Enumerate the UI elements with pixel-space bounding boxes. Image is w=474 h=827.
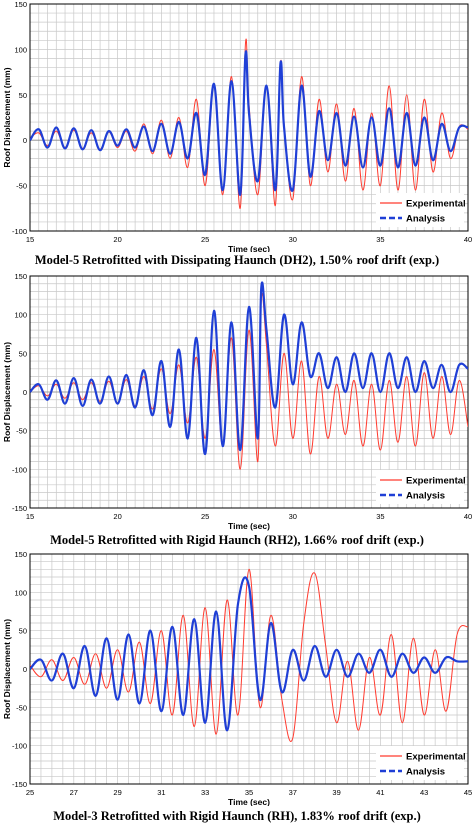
y-tick-label: 100 bbox=[14, 311, 27, 320]
x-tick-label: 41 bbox=[376, 788, 384, 797]
x-tick-label: 20 bbox=[113, 512, 121, 521]
x-tick-label: 29 bbox=[113, 788, 121, 797]
legend-experimental-label: Experimental bbox=[406, 752, 466, 763]
chart-3-caption: Model-3 Retrofitted with Rigid Haunch (R… bbox=[53, 809, 421, 823]
y-tick-label: 0 bbox=[23, 136, 27, 145]
x-tick-label: 20 bbox=[113, 235, 121, 244]
x-tick-label: 30 bbox=[289, 235, 297, 244]
x-tick-label: 43 bbox=[420, 788, 428, 797]
y-tick-label: 100 bbox=[14, 45, 27, 54]
x-tick-label: 40 bbox=[464, 235, 472, 244]
x-tick-label: 15 bbox=[26, 235, 34, 244]
x-tick-label: 30 bbox=[289, 512, 297, 521]
x-tick-label: 39 bbox=[332, 788, 340, 797]
x-tick-label: 45 bbox=[464, 788, 472, 797]
legend-analysis-label: Analysis bbox=[406, 491, 445, 502]
chart-1-caption: Model-5 Retrofitted with Dissipating Hau… bbox=[34, 253, 440, 267]
x-tick-label: 31 bbox=[157, 788, 165, 797]
y-axis-label: Roof Displacement (mm) bbox=[2, 67, 12, 167]
legend-experimental-label: Experimental bbox=[406, 476, 466, 487]
experimental-series-line bbox=[30, 568, 468, 742]
analysis-series-line bbox=[30, 576, 468, 732]
y-tick-label: -50 bbox=[16, 703, 27, 712]
chart-panel-3: 150 100 50 0 -50 -100 -150 25 27 29 31 33 35 37 39 41 43… bbox=[0, 550, 474, 827]
x-tick-label: 25 bbox=[201, 235, 209, 244]
analysis-series-line bbox=[30, 281, 468, 456]
chart-panel-1: 150 100 50 0 -50 -100 15 20 25 30 35 40 Time (sec) Ro… bbox=[0, 0, 474, 272]
experimental-series-line bbox=[30, 38, 468, 209]
y-tick-label: 50 bbox=[19, 627, 27, 636]
x-axis-label: Time (sec) bbox=[228, 244, 270, 252]
legend-analysis-label: Analysis bbox=[406, 214, 445, 225]
x-tick-label: 40 bbox=[464, 512, 472, 521]
x-tick-label: 35 bbox=[376, 235, 384, 244]
x-tick-label: 25 bbox=[26, 788, 34, 797]
y-axis-label: Roof Displacement (mm) bbox=[2, 342, 12, 442]
y-tick-label: -50 bbox=[16, 182, 27, 191]
y-tick-label: 150 bbox=[14, 272, 27, 281]
x-tick-label: 37 bbox=[289, 788, 297, 797]
x-axis-label: Time (sec) bbox=[228, 797, 270, 806]
chart-2-caption: Model-5 Retrofitted with Rigid Haunch (R… bbox=[50, 533, 424, 547]
legend-analysis-label: Analysis bbox=[406, 767, 445, 778]
y-tick-label: -50 bbox=[16, 427, 27, 436]
x-tick-label: 25 bbox=[201, 512, 209, 521]
analysis-series-line bbox=[30, 50, 468, 196]
x-tick-label: 15 bbox=[26, 512, 34, 521]
x-tick-label: 33 bbox=[201, 788, 209, 797]
x-tick-label: 35 bbox=[376, 512, 384, 521]
y-axis-label: Roof Displacement (mm) bbox=[2, 619, 12, 719]
y-tick-label: -100 bbox=[12, 227, 27, 236]
y-tick-label: -100 bbox=[12, 465, 27, 474]
y-tick-label: 50 bbox=[19, 91, 27, 100]
x-axis-label: Time (sec) bbox=[228, 521, 270, 531]
y-tick-label: 100 bbox=[14, 588, 27, 597]
plot-frame bbox=[29, 3, 469, 232]
x-tick-label: 35 bbox=[245, 788, 253, 797]
legend-box bbox=[376, 470, 464, 504]
y-tick-label: 0 bbox=[23, 388, 27, 397]
chart-panel-2: 150 100 50 0 -50 -100 -150 15 20 25 30 35 40 Time (se… bbox=[0, 272, 474, 550]
y-tick-label: -100 bbox=[12, 742, 27, 751]
legend-box bbox=[376, 746, 464, 780]
y-tick-label: -150 bbox=[12, 504, 27, 513]
y-tick-label: 0 bbox=[23, 665, 27, 674]
legend-box bbox=[376, 193, 464, 227]
y-tick-label: 150 bbox=[14, 550, 27, 559]
y-tick-label: 50 bbox=[19, 349, 27, 358]
y-tick-label: -150 bbox=[12, 780, 27, 789]
x-tick-label: 27 bbox=[70, 788, 78, 797]
legend-experimental-label: Experimental bbox=[406, 199, 466, 210]
y-tick-label: 150 bbox=[14, 0, 27, 9]
